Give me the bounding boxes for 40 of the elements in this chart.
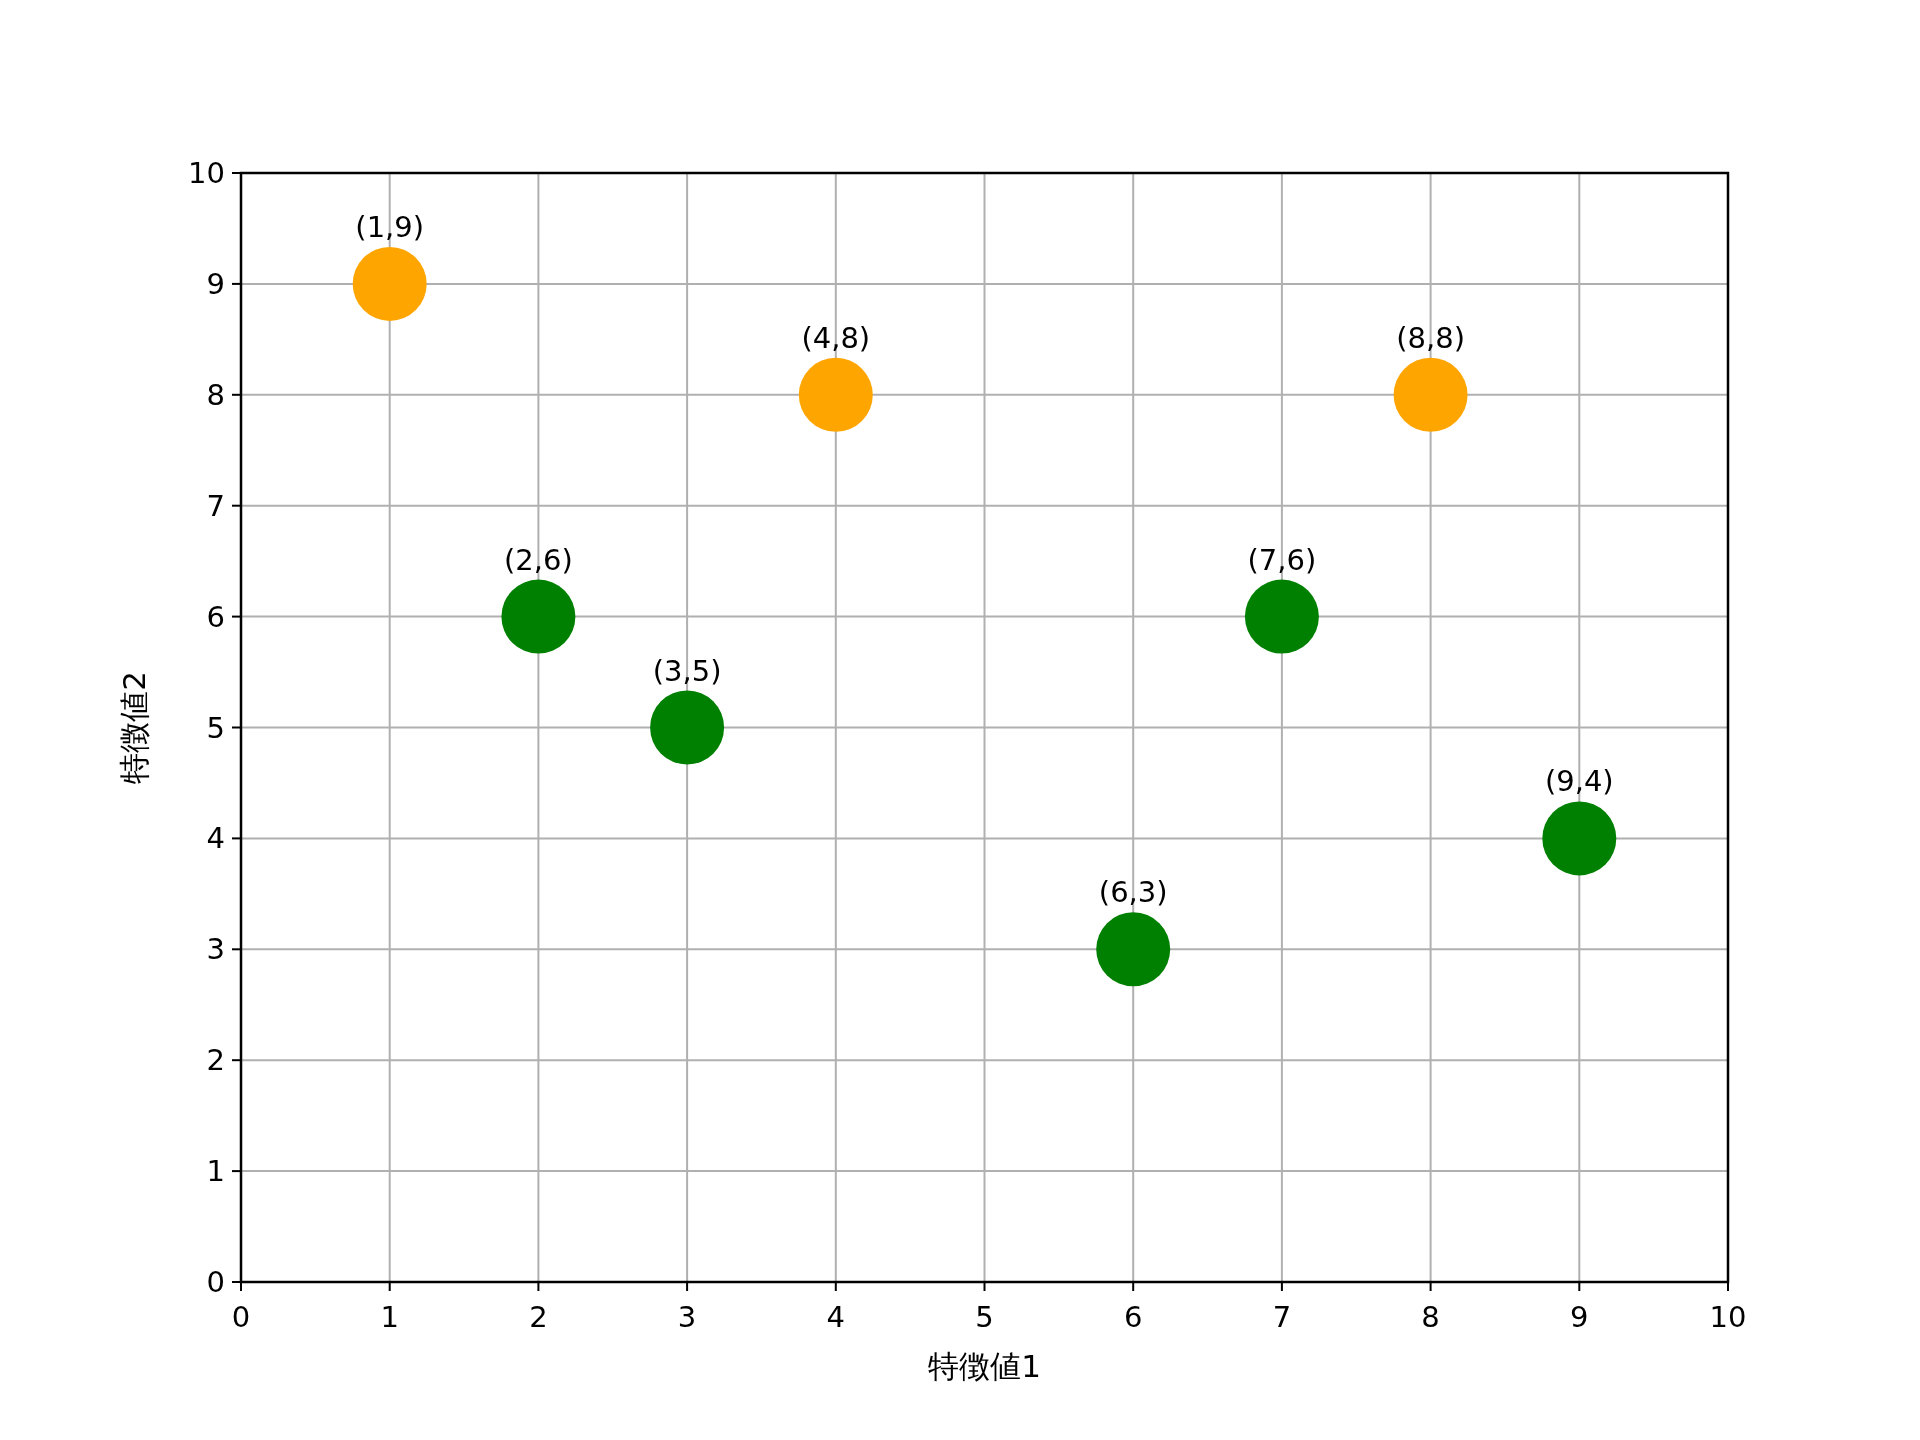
y-tick-label: 5 (206, 710, 225, 745)
x-tick-label: 6 (1123, 1300, 1143, 1334)
point (1542, 801, 1617, 876)
x-tick-label: 5 (975, 1300, 994, 1334)
x-tick-label: 8 (1421, 1300, 1440, 1334)
annotation: (8,8) (1396, 320, 1465, 355)
y-tick-label: 2 (206, 1043, 225, 1078)
y-tick-label: 3 (206, 932, 225, 967)
x-axis-title: 特徴値1 (928, 1348, 1041, 1384)
point (798, 357, 873, 432)
annotation: (2,6) (504, 542, 573, 577)
x-tick-label: 1 (380, 1300, 399, 1334)
x-tick-label: 3 (677, 1300, 697, 1334)
y-tick-label: 10 (188, 156, 225, 190)
y-tick-label: 8 (206, 377, 225, 412)
point (1244, 579, 1319, 654)
point (1393, 357, 1468, 432)
point (501, 579, 576, 654)
y-tick-label: 6 (206, 599, 225, 634)
point (1096, 912, 1171, 987)
y-tick-label: 1 (206, 1154, 225, 1189)
y-tick-label: 9 (206, 266, 225, 301)
point (352, 246, 427, 321)
x-tick-label: 7 (1272, 1300, 1292, 1334)
point (650, 690, 725, 765)
annotation: (9,4) (1544, 764, 1614, 799)
y-axis-title: 特徴値2 (116, 671, 152, 784)
x-tick-label: 10 (1709, 1300, 1747, 1334)
y-tick-label: 4 (206, 821, 225, 856)
annotation: (1,9) (355, 209, 425, 244)
x-tick-label: 4 (826, 1300, 846, 1334)
x-tick-label: 0 (231, 1300, 251, 1334)
x-tick-label: 9 (1570, 1300, 1589, 1334)
annotation: (7,6) (1247, 542, 1317, 577)
annotation: (6,3) (1098, 875, 1168, 910)
y-tick-label: 7 (206, 488, 225, 523)
annotation: (4,8) (801, 320, 871, 355)
x-tick-label: 2 (529, 1300, 548, 1334)
annotation: (3,5) (652, 653, 722, 688)
y-tick-label: 0 (206, 1265, 225, 1299)
